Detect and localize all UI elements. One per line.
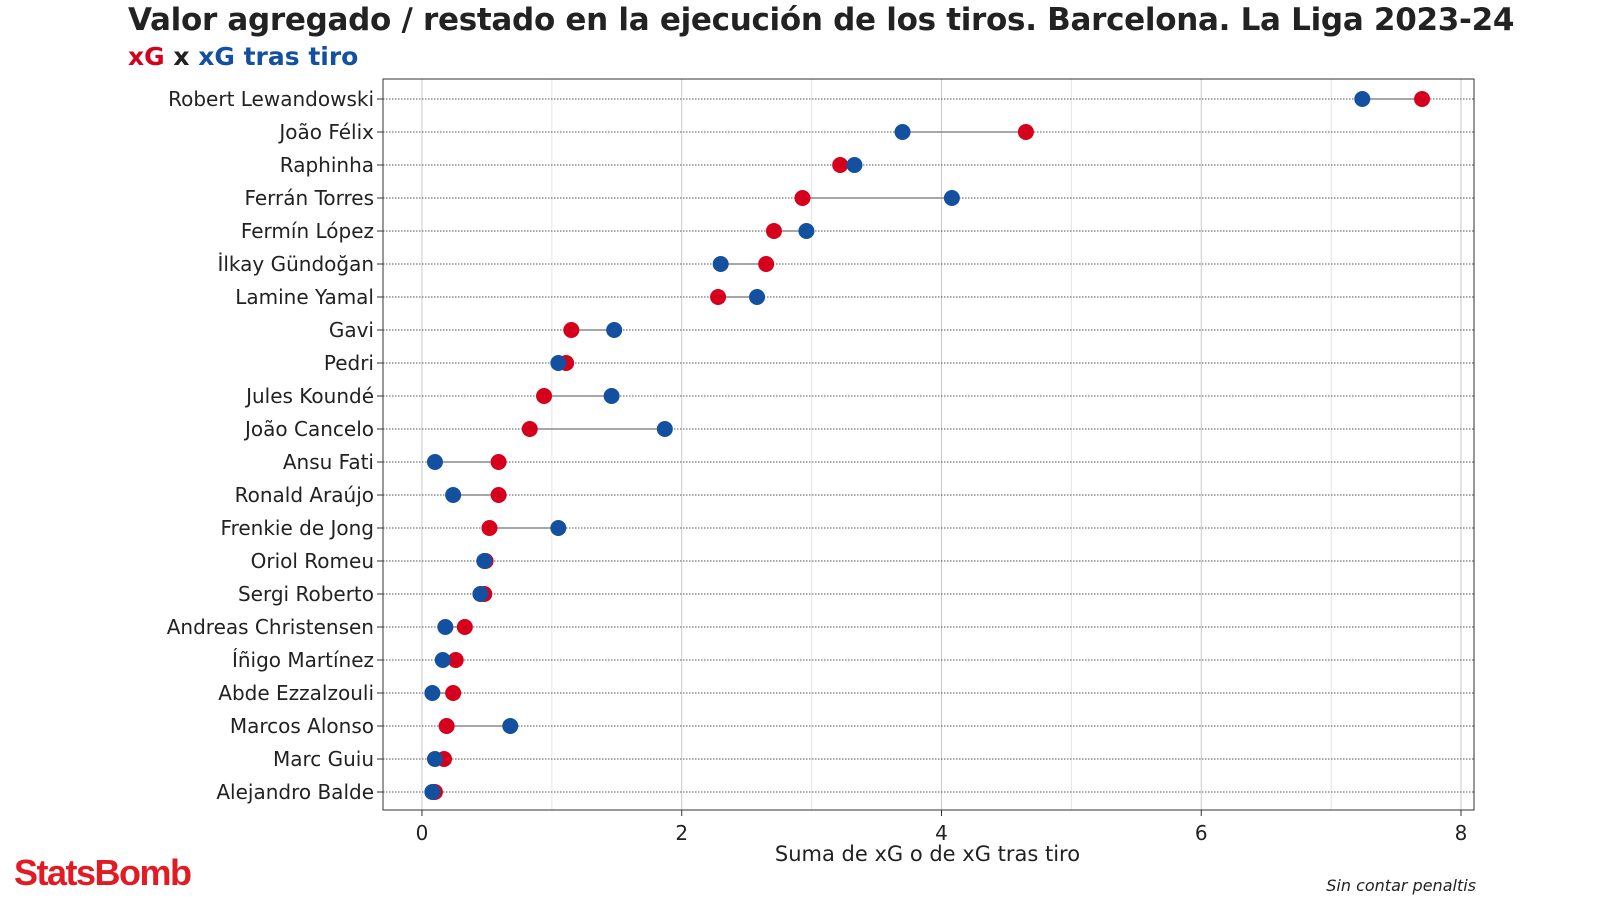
psxg-point <box>434 652 451 668</box>
psxg-point <box>472 586 489 602</box>
player-label: Jules Koundé <box>244 384 374 408</box>
chart-subtitle: xG x xG tras tiro <box>128 42 358 71</box>
xg-point <box>490 454 507 470</box>
player-label: Íñigo Martínez <box>232 648 374 672</box>
player-label: Ronald Araújo <box>235 483 374 507</box>
legend-separator: x <box>173 42 190 71</box>
psxg-point <box>656 421 673 437</box>
xg-point <box>765 223 782 239</box>
psxg-point <box>424 784 441 800</box>
player-label: Raphinha <box>280 153 374 177</box>
player-label: Ferrán Torres <box>244 186 374 210</box>
footnote: Sin contar penaltis <box>1326 876 1476 895</box>
player-label: Robert Lewandowski <box>168 87 374 111</box>
x-tick-label: 8 <box>1455 821 1468 845</box>
legend-xg-label: xG <box>128 42 165 71</box>
marks-layer <box>424 91 1431 800</box>
player-label: Frenkie de Jong <box>221 516 374 540</box>
xg-point <box>490 487 507 503</box>
psxg-point <box>894 124 911 140</box>
psxg-point <box>502 718 519 734</box>
psxg-point <box>424 685 441 701</box>
legend-psxg-label: xG tras tiro <box>198 42 359 71</box>
psxg-point <box>437 619 454 635</box>
xg-point <box>1414 91 1431 107</box>
psxg-point <box>476 553 493 569</box>
x-tick-label: 0 <box>416 821 429 845</box>
plot-frame <box>382 78 1475 811</box>
player-label: Lamine Yamal <box>235 285 374 309</box>
player-label: Abde Ezzalzouli <box>218 681 374 705</box>
statsbomb-logo: StatsBomb <box>14 852 192 893</box>
x-tick-label: 4 <box>935 821 948 845</box>
psxg-point <box>426 454 443 470</box>
x-tick-label: 2 <box>675 821 688 845</box>
psxg-point <box>550 355 567 371</box>
xg-point <box>456 619 473 635</box>
x-axis-label: Suma de xG o de xG tras tiro <box>775 842 1080 866</box>
chart-title: Valor agregado / restado en la ejecución… <box>128 2 1515 38</box>
xg-point <box>481 520 498 536</box>
xg-point <box>445 685 462 701</box>
player-label: João Cancelo <box>243 417 374 441</box>
player-label: Pedri <box>324 351 374 375</box>
player-label: Marc Guiu <box>273 747 374 771</box>
psxg-point <box>712 256 729 272</box>
psxg-point <box>798 223 815 239</box>
xg-point <box>563 322 580 338</box>
x-tick-label: 6 <box>1195 821 1208 845</box>
psxg-point <box>606 322 623 338</box>
xg-point <box>447 652 464 668</box>
xg-point <box>536 388 553 404</box>
player-label: Marcos Alonso <box>230 714 374 738</box>
labels-layer: 0 2 4 6 8 Robert Lewandowski João Félix Raphinh… <box>167 87 1468 845</box>
psxg-point <box>1354 91 1371 107</box>
player-label: João Félix <box>277 120 374 144</box>
xg-point <box>832 157 849 173</box>
xg-point <box>438 718 455 734</box>
player-label: Fermín López <box>241 219 374 243</box>
psxg-point <box>445 487 462 503</box>
xg-point <box>710 289 727 305</box>
psxg-point <box>749 289 766 305</box>
xg-point <box>794 190 811 206</box>
psxg-point <box>943 190 960 206</box>
player-label: İlkay Gündoğan <box>217 252 374 276</box>
psxg-point <box>846 157 863 173</box>
xg-point <box>758 256 775 272</box>
player-label: Ansu Fati <box>283 450 374 474</box>
grid-layer <box>383 79 1474 810</box>
psxg-point <box>426 751 443 767</box>
player-label: Andreas Christensen <box>167 615 374 639</box>
xg-point <box>1017 124 1034 140</box>
player-label: Oriol Romeu <box>251 549 374 573</box>
psxg-point <box>550 520 567 536</box>
player-label: Sergi Roberto <box>238 582 374 606</box>
player-label: Gavi <box>329 318 374 342</box>
psxg-point <box>603 388 620 404</box>
xg-point <box>521 421 538 437</box>
player-label: Alejandro Balde <box>216 780 374 804</box>
